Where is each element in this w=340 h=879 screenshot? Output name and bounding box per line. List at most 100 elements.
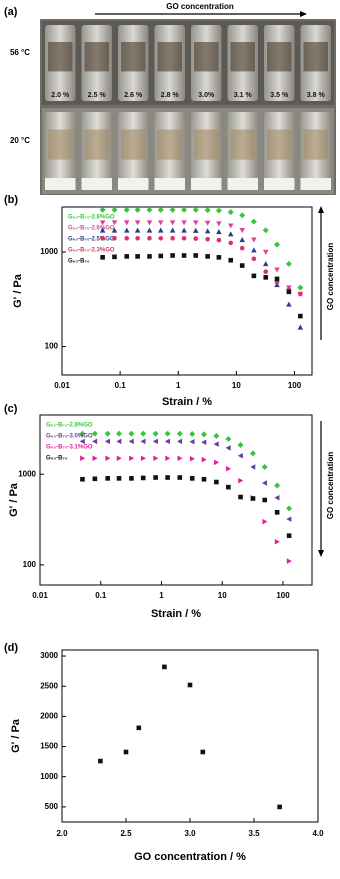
vial-cap — [118, 178, 149, 190]
x-tick-label: 3.5 — [248, 829, 260, 838]
point — [80, 455, 86, 462]
y-tick-label: 2500 — [40, 681, 58, 690]
point — [189, 439, 195, 445]
arrow-head — [300, 11, 307, 17]
point — [297, 284, 304, 291]
point — [227, 231, 234, 237]
concentration-label: 3.1 % — [234, 92, 253, 99]
point — [286, 533, 292, 538]
x-tick-label: 0.01 — [32, 591, 48, 600]
point — [261, 464, 268, 471]
point — [116, 430, 123, 437]
panel-label: (a) — [4, 6, 18, 18]
point — [99, 220, 106, 226]
plot-frame — [39, 414, 313, 586]
point — [262, 261, 269, 267]
point — [152, 438, 158, 445]
point — [216, 255, 222, 260]
point — [201, 456, 207, 463]
point — [189, 456, 195, 462]
arrow-head — [318, 206, 324, 213]
x-tick-label: 0.1 — [95, 591, 107, 600]
point — [104, 430, 111, 437]
point — [124, 235, 130, 241]
point — [286, 516, 292, 522]
point — [200, 431, 207, 438]
point — [216, 229, 222, 235]
y-tick-label: 500 — [45, 802, 59, 811]
point — [136, 725, 142, 731]
point — [205, 236, 210, 242]
vial-content — [230, 129, 255, 160]
point — [157, 206, 164, 213]
vial-content — [84, 129, 109, 160]
x-axis-title: Strain / % — [162, 396, 212, 408]
vial-content — [121, 42, 146, 72]
point — [116, 438, 122, 445]
point — [152, 430, 159, 437]
point — [157, 220, 164, 226]
point — [192, 206, 199, 213]
point — [79, 430, 86, 437]
panel-label: (d) — [4, 642, 18, 654]
point — [250, 496, 256, 501]
point — [205, 254, 210, 259]
point — [135, 254, 140, 259]
point — [237, 452, 243, 459]
vial-content — [48, 42, 73, 72]
row-label: 56 °C — [10, 48, 30, 57]
point — [216, 237, 222, 243]
vial-content — [194, 129, 219, 160]
point — [200, 749, 206, 755]
point — [263, 275, 269, 280]
arrow-head — [318, 550, 324, 557]
point — [140, 475, 146, 481]
point — [134, 220, 141, 226]
point — [111, 227, 118, 233]
x-tick-label: 2.5 — [120, 829, 132, 838]
row-label: 20 °C — [10, 136, 30, 145]
point — [274, 267, 280, 273]
legend-label: G₆₀-B₇₀ — [68, 259, 90, 265]
point — [140, 430, 147, 437]
point — [123, 749, 129, 755]
point — [128, 438, 134, 445]
y-axis-title: G' / Pa — [12, 273, 24, 308]
y-axis-title: G' / Pa — [8, 482, 20, 517]
point — [181, 235, 187, 241]
point — [262, 249, 269, 255]
point — [146, 227, 153, 233]
point — [170, 235, 175, 241]
point — [146, 220, 153, 226]
point — [79, 438, 85, 445]
point — [215, 207, 222, 214]
point — [226, 484, 231, 490]
point — [298, 313, 303, 319]
x-tick-label: 4.0 — [312, 829, 324, 838]
point — [105, 476, 110, 481]
point — [193, 236, 199, 241]
vial-cap — [227, 178, 258, 190]
point — [201, 439, 207, 446]
concentration-label: 3.0% — [198, 92, 215, 99]
x-tick-label: 10 — [232, 381, 241, 390]
point — [274, 495, 280, 501]
legend-label: G₆₀-B₇₀-3.0%GO — [46, 434, 93, 440]
point — [164, 438, 170, 445]
point — [297, 324, 304, 330]
x-tick-label: 100 — [276, 591, 290, 600]
legend-label: G₆₀-B₇₀-2.5%GO — [68, 237, 115, 243]
point — [286, 301, 292, 307]
point — [111, 220, 118, 226]
legend-label: G₆₀-B₇₀-2.3%GO — [68, 248, 115, 254]
point — [192, 227, 199, 233]
panel-label: (c) — [4, 403, 18, 415]
point — [262, 227, 269, 234]
x-tick-label: 2.0 — [56, 829, 68, 838]
point — [177, 475, 183, 480]
x-axis-title: Strain / % — [151, 608, 201, 620]
point — [116, 476, 122, 481]
point — [177, 438, 183, 445]
point — [201, 476, 207, 482]
